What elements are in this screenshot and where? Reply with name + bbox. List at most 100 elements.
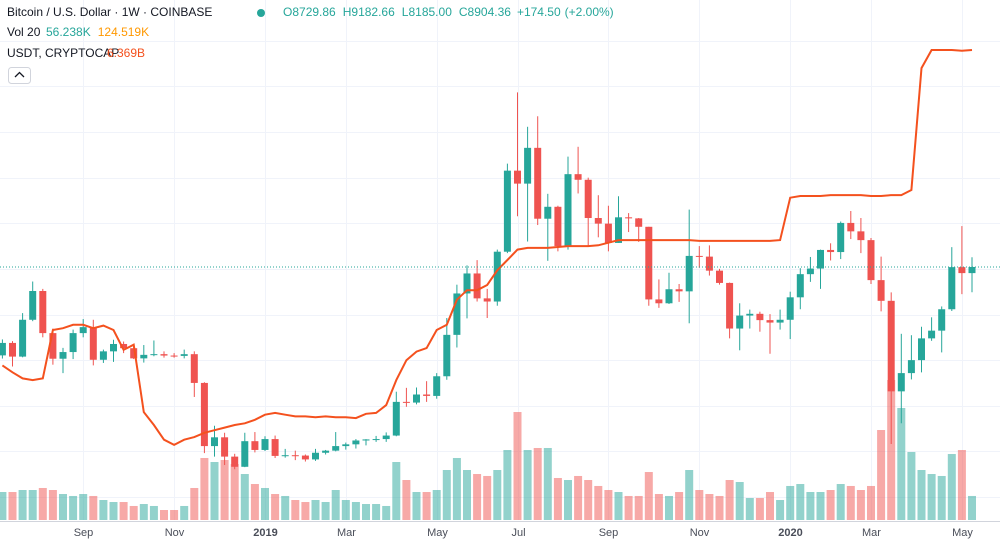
volume-bar: [321, 502, 330, 520]
candle-body: [473, 273, 481, 299]
candle-body: [332, 446, 340, 451]
volume-bar: [735, 482, 744, 520]
volume-bar: [139, 504, 148, 520]
volume-bar: [69, 495, 78, 520]
candle-body: [0, 342, 6, 356]
volume-bar: [836, 484, 845, 520]
collapse-button[interactable]: [8, 67, 31, 84]
volume-bar: [917, 470, 926, 520]
volume-bar: [38, 487, 47, 520]
volume-bar: [382, 505, 391, 520]
x-tick-label: Nov: [165, 527, 185, 539]
candle-body: [483, 298, 491, 302]
candle-body: [281, 455, 289, 457]
candle-body: [89, 327, 97, 360]
candle-body: [716, 270, 723, 283]
volume-bar: [210, 462, 219, 520]
volume-ma-value: 124.519K: [98, 25, 149, 39]
candle-body: [887, 300, 895, 392]
volume-bar: [503, 450, 512, 520]
candles: [0, 92, 976, 470]
candle-body: [231, 456, 239, 467]
overlay-line: [1, 49, 973, 447]
volume-bar: [907, 452, 916, 520]
candle-body: [756, 313, 764, 321]
candle-body: [110, 343, 117, 352]
candle-body: [69, 333, 77, 353]
volume-bar: [675, 492, 684, 520]
volume-bar: [180, 505, 189, 520]
volume-bar: [604, 490, 613, 520]
volume-bar: [220, 460, 229, 520]
candle-body: [29, 291, 37, 320]
volume-bar: [937, 475, 946, 520]
candle-body: [928, 330, 936, 339]
candle-body: [524, 147, 532, 184]
candle-body: [170, 355, 178, 357]
volume-bar: [584, 480, 593, 520]
candle-body: [49, 333, 57, 359]
quote-value: 8904.36: [468, 5, 512, 19]
volume-bar: [594, 485, 603, 520]
volume-bar: [59, 494, 67, 520]
candle-body: [827, 249, 835, 253]
volume-bar: [190, 487, 199, 520]
volume-bar: [311, 500, 320, 520]
volume-name: Vol 20: [7, 25, 41, 39]
candle-body: [322, 450, 330, 453]
candle-body: [140, 354, 148, 359]
volume-pane: [0, 380, 976, 520]
candle-body: [786, 297, 794, 320]
candle-body: [544, 206, 552, 219]
candle-body: [271, 439, 279, 456]
volume-bar: [614, 492, 623, 520]
candle-body: [685, 255, 693, 292]
candle-body: [453, 293, 461, 335]
volume-bar: [432, 490, 441, 520]
volume-bar: [301, 502, 310, 520]
volume-bar: [644, 472, 653, 520]
volume-bar: [766, 492, 774, 520]
candle-body: [918, 338, 925, 361]
candle-body: [534, 147, 542, 219]
candle-body: [423, 394, 431, 396]
volume-value: 56.238K: [46, 25, 91, 39]
candle-body: [857, 231, 865, 241]
volume-bar: [8, 492, 17, 520]
volume-bar: [513, 412, 522, 520]
volume-bar: [483, 475, 492, 520]
volume-bar: [281, 495, 290, 520]
quote-change-pct: (+2.00%): [565, 5, 614, 19]
candle-body: [301, 455, 309, 460]
volume-bar: [796, 484, 805, 520]
candle-body: [554, 206, 562, 247]
status-dot: [257, 9, 265, 17]
candle-body: [180, 354, 188, 356]
candle-body: [211, 437, 218, 447]
quote-prefix: L: [402, 5, 409, 19]
volume-bar: [230, 464, 239, 520]
candle-body: [604, 223, 612, 243]
candle-body: [837, 222, 845, 253]
candle-body: [493, 251, 501, 302]
candle-body: [796, 274, 804, 298]
candle-body: [645, 226, 653, 300]
volume-bar: [927, 474, 936, 520]
volume-bar: [654, 494, 663, 520]
x-tick-label: Mar: [337, 527, 356, 539]
x-tick-label: May: [427, 527, 448, 539]
overlay-name: USDT, CRYPTOCAP: [7, 46, 119, 60]
x-tick-label: 2019: [253, 527, 277, 539]
quote: O8729.86 H9182.66 L8185.00 C8904.36 +174.50 (…: [283, 5, 614, 19]
volume-bar: [79, 494, 88, 520]
candle-body: [402, 401, 410, 403]
candle-body: [584, 179, 592, 219]
candle-body: [736, 315, 744, 329]
volume-bar: [240, 474, 249, 520]
volume-bar: [867, 485, 875, 520]
volume-bar: [574, 475, 583, 520]
volume-bar: [685, 470, 694, 520]
volume-bar: [725, 480, 734, 520]
volume-bar: [755, 497, 764, 520]
volume-bar: [705, 494, 714, 520]
